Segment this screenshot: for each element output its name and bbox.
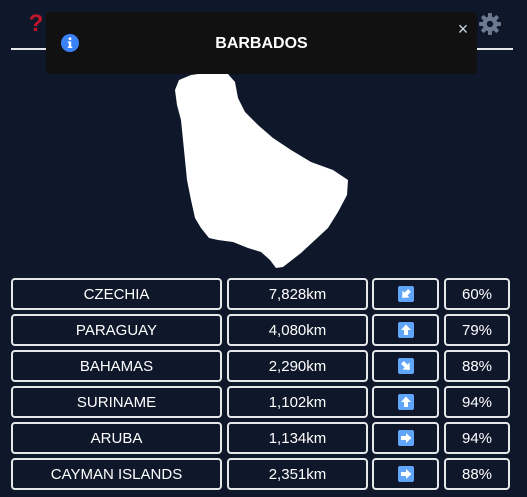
guess-proximity: 60% bbox=[444, 278, 510, 310]
guess-proximity: 79% bbox=[444, 314, 510, 346]
guess-direction bbox=[372, 422, 439, 454]
guess-row: BAHAMAS 2,290km 88% bbox=[11, 350, 511, 382]
guess-distance: 7,828km bbox=[227, 278, 368, 310]
guess-country: BAHAMAS bbox=[11, 350, 222, 382]
guess-distance: 2,290km bbox=[227, 350, 368, 382]
arrow-north-icon bbox=[397, 322, 414, 338]
guess-row: CAYMAN ISLANDS 2,351km 88% bbox=[11, 458, 511, 490]
guess-proximity: 88% bbox=[444, 350, 510, 382]
guess-row: CZECHIA 7,828km 60% bbox=[11, 278, 511, 310]
country-toast: BARBADOS × bbox=[46, 12, 477, 74]
arrow-south-east-icon bbox=[397, 358, 414, 374]
guess-proximity: 94% bbox=[444, 422, 510, 454]
guess-country: ARUBA bbox=[11, 422, 222, 454]
gear-icon[interactable] bbox=[478, 12, 502, 36]
close-icon[interactable]: × bbox=[457, 19, 469, 39]
arrow-north-icon bbox=[397, 394, 414, 410]
guess-proximity: 88% bbox=[444, 458, 510, 490]
guess-direction bbox=[372, 386, 439, 418]
toast-title: BARBADOS bbox=[215, 35, 308, 52]
country-silhouette bbox=[173, 70, 351, 270]
guess-direction bbox=[372, 350, 439, 382]
guess-distance: 2,351km bbox=[227, 458, 368, 490]
guess-row: SURINAME 1,102km 94% bbox=[11, 386, 511, 418]
guess-country: SURINAME bbox=[11, 386, 222, 418]
guess-direction bbox=[372, 458, 439, 490]
guess-distance: 4,080km bbox=[227, 314, 368, 346]
arrow-east-icon bbox=[397, 430, 414, 446]
guess-country: PARAGUAY bbox=[11, 314, 222, 346]
arrow-east-icon bbox=[397, 466, 414, 482]
help-icon[interactable]: ? bbox=[28, 10, 44, 37]
info-icon bbox=[61, 34, 79, 52]
guess-distance: 1,102km bbox=[227, 386, 368, 418]
guess-country: CZECHIA bbox=[11, 278, 222, 310]
guess-row: ARUBA 1,134km 94% bbox=[11, 422, 511, 454]
guess-country: CAYMAN ISLANDS bbox=[11, 458, 222, 490]
guess-list: CZECHIA 7,828km 60% PARAGUAY 4,080km 79% bbox=[11, 278, 511, 494]
guess-direction bbox=[372, 278, 439, 310]
guess-distance: 1,134km bbox=[227, 422, 368, 454]
guess-proximity: 94% bbox=[444, 386, 510, 418]
arrow-south-west-icon bbox=[397, 286, 414, 302]
guess-row: PARAGUAY 4,080km 79% bbox=[11, 314, 511, 346]
guess-direction bbox=[372, 314, 439, 346]
